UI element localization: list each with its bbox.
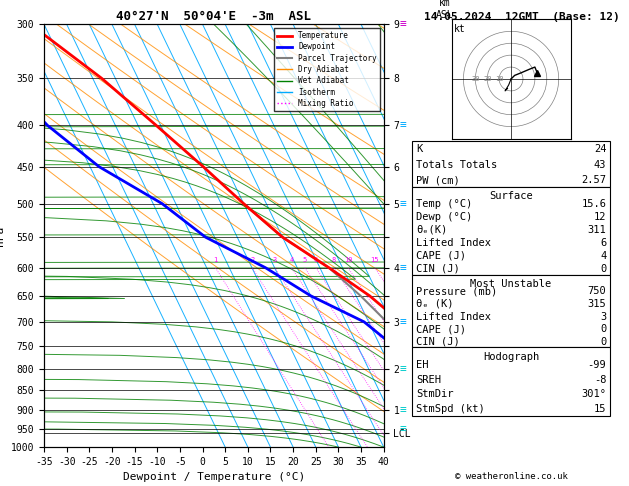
Text: 5: 5 <box>303 258 307 263</box>
Text: 0: 0 <box>600 264 606 274</box>
Text: θₑ (K): θₑ (K) <box>416 299 454 309</box>
Text: Surface: Surface <box>489 191 533 202</box>
X-axis label: Dewpoint / Temperature (°C): Dewpoint / Temperature (°C) <box>123 472 305 483</box>
Text: 10: 10 <box>495 76 503 82</box>
Text: Lifted Index: Lifted Index <box>416 238 491 248</box>
Text: 2.57: 2.57 <box>581 175 606 185</box>
Text: EH: EH <box>416 360 428 370</box>
Text: 24: 24 <box>594 144 606 155</box>
Legend: Temperature, Dewpoint, Parcel Trajectory, Dry Adiabat, Wet Adiabat, Isotherm, Mi: Temperature, Dewpoint, Parcel Trajectory… <box>274 28 380 111</box>
Text: 2: 2 <box>250 258 254 263</box>
Text: Mixing Ratio (g/kg): Mixing Ratio (g/kg) <box>464 180 474 292</box>
Text: 8: 8 <box>331 258 336 263</box>
Text: 311: 311 <box>587 225 606 235</box>
Text: θₑ(K): θₑ(K) <box>416 225 447 235</box>
Text: 4: 4 <box>289 258 294 263</box>
Text: CAPE (J): CAPE (J) <box>416 251 465 261</box>
Text: 43: 43 <box>594 160 606 170</box>
Text: 4: 4 <box>600 251 606 261</box>
Text: ≡: ≡ <box>399 424 406 434</box>
Text: StmSpd (kt): StmSpd (kt) <box>416 404 484 414</box>
Text: K: K <box>416 144 422 155</box>
Text: ≡: ≡ <box>399 263 406 273</box>
Text: 0: 0 <box>600 324 606 334</box>
Text: 15: 15 <box>594 404 606 414</box>
Text: -99: -99 <box>587 360 606 370</box>
Text: -8: -8 <box>594 375 606 385</box>
Text: ≡: ≡ <box>399 405 406 415</box>
Text: 750: 750 <box>587 286 606 296</box>
Text: 15.6: 15.6 <box>581 199 606 209</box>
Text: StmDir: StmDir <box>416 389 454 399</box>
Text: 20: 20 <box>483 76 491 82</box>
Text: © weatheronline.co.uk: © weatheronline.co.uk <box>455 472 567 481</box>
Text: PW (cm): PW (cm) <box>416 175 460 185</box>
Text: CAPE (J): CAPE (J) <box>416 324 465 334</box>
Text: 1: 1 <box>213 258 218 263</box>
Y-axis label: hPa: hPa <box>0 226 5 246</box>
Text: 14.05.2024  12GMT  (Base: 12): 14.05.2024 12GMT (Base: 12) <box>424 12 620 22</box>
Text: 6: 6 <box>314 258 318 263</box>
Text: ≡: ≡ <box>399 19 406 29</box>
Text: ≡: ≡ <box>399 364 406 374</box>
Text: 15: 15 <box>370 258 379 263</box>
Text: Most Unstable: Most Unstable <box>470 279 552 289</box>
Text: 3: 3 <box>600 312 606 322</box>
Text: 30: 30 <box>471 76 479 82</box>
Text: Totals Totals: Totals Totals <box>416 160 497 170</box>
Text: kt: kt <box>454 24 465 34</box>
Text: SREH: SREH <box>416 375 441 385</box>
Text: ≡: ≡ <box>399 121 406 130</box>
Text: 315: 315 <box>587 299 606 309</box>
Text: ≡: ≡ <box>399 317 406 327</box>
Text: Dewp (°C): Dewp (°C) <box>416 212 472 222</box>
Text: CIN (J): CIN (J) <box>416 264 460 274</box>
Text: Lifted Index: Lifted Index <box>416 312 491 322</box>
Text: Pressure (mb): Pressure (mb) <box>416 286 497 296</box>
Text: 301°: 301° <box>581 389 606 399</box>
Title: 40°27'N  50°04'E  -3m  ASL: 40°27'N 50°04'E -3m ASL <box>116 10 311 23</box>
Text: 0: 0 <box>600 337 606 347</box>
Text: Hodograph: Hodograph <box>483 352 539 362</box>
Text: 12: 12 <box>594 212 606 222</box>
Text: ≡: ≡ <box>399 199 406 208</box>
Text: 6: 6 <box>600 238 606 248</box>
Text: km
ASL: km ASL <box>436 0 454 20</box>
Text: Temp (°C): Temp (°C) <box>416 199 472 209</box>
Text: 3: 3 <box>273 258 277 263</box>
Text: CIN (J): CIN (J) <box>416 337 460 347</box>
Text: 10: 10 <box>344 258 352 263</box>
